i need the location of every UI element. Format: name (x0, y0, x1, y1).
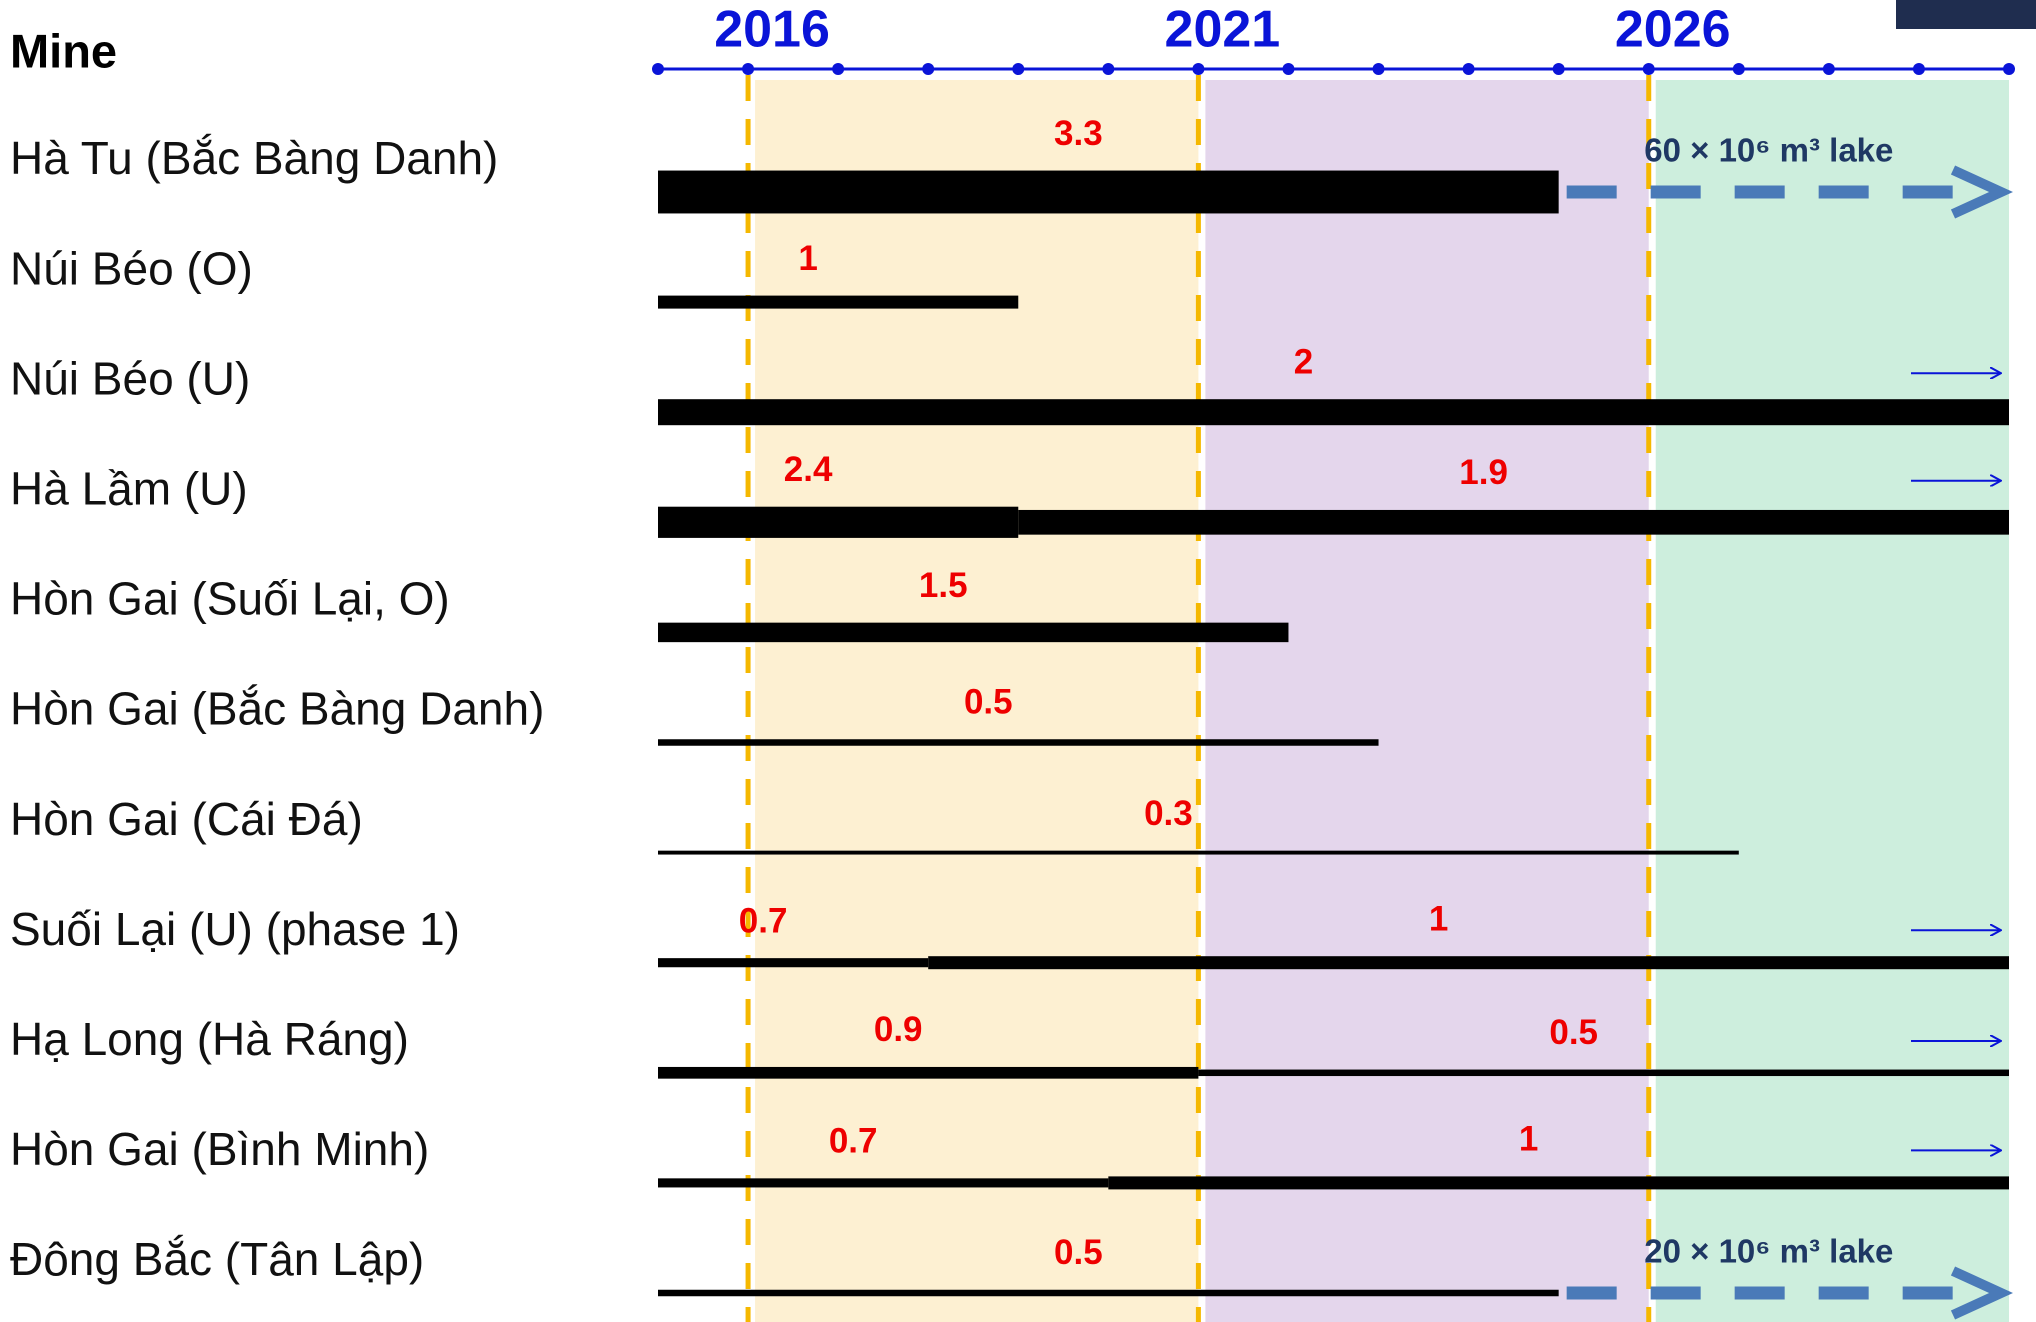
bar-segment (1198, 1069, 2009, 1077)
row-name: Hạ Long (Hà Ráng) (10, 1013, 409, 1065)
x-tick-label: 2021 (1165, 1, 1281, 59)
bar-segment (658, 1289, 1559, 1297)
row-name: Hà Lầm (U) (10, 462, 248, 514)
axis-dot (1192, 63, 1205, 75)
value-label: 1.9 (1459, 453, 1508, 492)
period-band (1655, 80, 2009, 1322)
axis-dot (1012, 63, 1025, 75)
logo-box (1896, 0, 2036, 29)
value-label: 2.4 (784, 450, 833, 489)
bar-segment (658, 1178, 1109, 1188)
bar-segment (658, 399, 2009, 426)
bar-segment (658, 170, 1559, 214)
value-label: 2 (1294, 342, 1313, 381)
bar-segment (658, 739, 1379, 746)
column-header: Mine (10, 24, 117, 77)
row-name: Hòn Gai (Bình Minh) (10, 1123, 429, 1175)
bar-segment (658, 958, 929, 968)
bar-segment (1108, 1176, 2009, 1190)
axis-dot (1282, 63, 1295, 75)
lake-arrowhead (1950, 165, 2014, 219)
axis-dot (2003, 63, 2015, 75)
row-name: Đông Bắc (Tân Lập) (10, 1233, 424, 1285)
bar-segment (658, 506, 1019, 538)
bar-segment (1018, 509, 2009, 535)
bar-segment (658, 295, 1019, 309)
axis-dot (1642, 63, 1655, 75)
row-name: Hà Tu (Bắc Bàng Danh) (10, 132, 498, 184)
axis-dot (1732, 63, 1745, 75)
bar-segment (658, 622, 1289, 643)
axis-dot (1102, 63, 1115, 75)
row-name: Hòn Gai (Bắc Bàng Danh) (10, 683, 544, 735)
row-name: Hòn Gai (Suối Lại, O) (10, 573, 450, 625)
value-label: 0.5 (964, 683, 1013, 722)
axis-dot (652, 63, 664, 75)
axis-dot (1912, 63, 1925, 75)
period-band (1205, 80, 1649, 1322)
value-label: 0.7 (829, 1122, 878, 1161)
bar-segment (658, 1066, 1199, 1079)
bar-segment (658, 850, 1739, 855)
value-label: 0.3 (1144, 794, 1193, 833)
period-band (755, 80, 1199, 1322)
axis-dot (832, 63, 845, 75)
value-label: 0.7 (739, 901, 788, 940)
axis-dot (1462, 63, 1475, 75)
axis-dot (1552, 63, 1565, 75)
value-label: 0.5 (1549, 1013, 1598, 1052)
row-name: Núi Béo (U) (10, 352, 250, 404)
row-name: Hòn Gai (Cái Đá) (10, 793, 363, 845)
axis-dot (1822, 63, 1835, 75)
lake-label: 60 × 10⁶ m³ lake (1644, 132, 1893, 169)
value-label: 1 (798, 239, 817, 278)
axis-dot (742, 63, 755, 75)
row-name: Suối Lại (U) (phase 1) (10, 903, 460, 955)
value-label: 1 (1519, 1120, 1538, 1159)
axis-dot (922, 63, 935, 75)
x-tick-label: 2016 (714, 1, 830, 59)
x-tick-label: 2026 (1615, 1, 1731, 59)
value-label: 0.9 (874, 1010, 923, 1049)
bar-segment (928, 956, 2010, 970)
lake-arrowhead (1950, 1266, 2014, 1320)
row-name: Núi Béo (O) (10, 242, 253, 294)
value-label: 1.5 (919, 566, 968, 605)
value-label: 1 (1429, 899, 1448, 938)
axis-dot (1372, 63, 1385, 75)
lake-label: 20 × 10⁶ m³ lake (1644, 1233, 1893, 1270)
value-label: 3.3 (1054, 114, 1103, 153)
value-label: 0.5 (1054, 1233, 1103, 1272)
